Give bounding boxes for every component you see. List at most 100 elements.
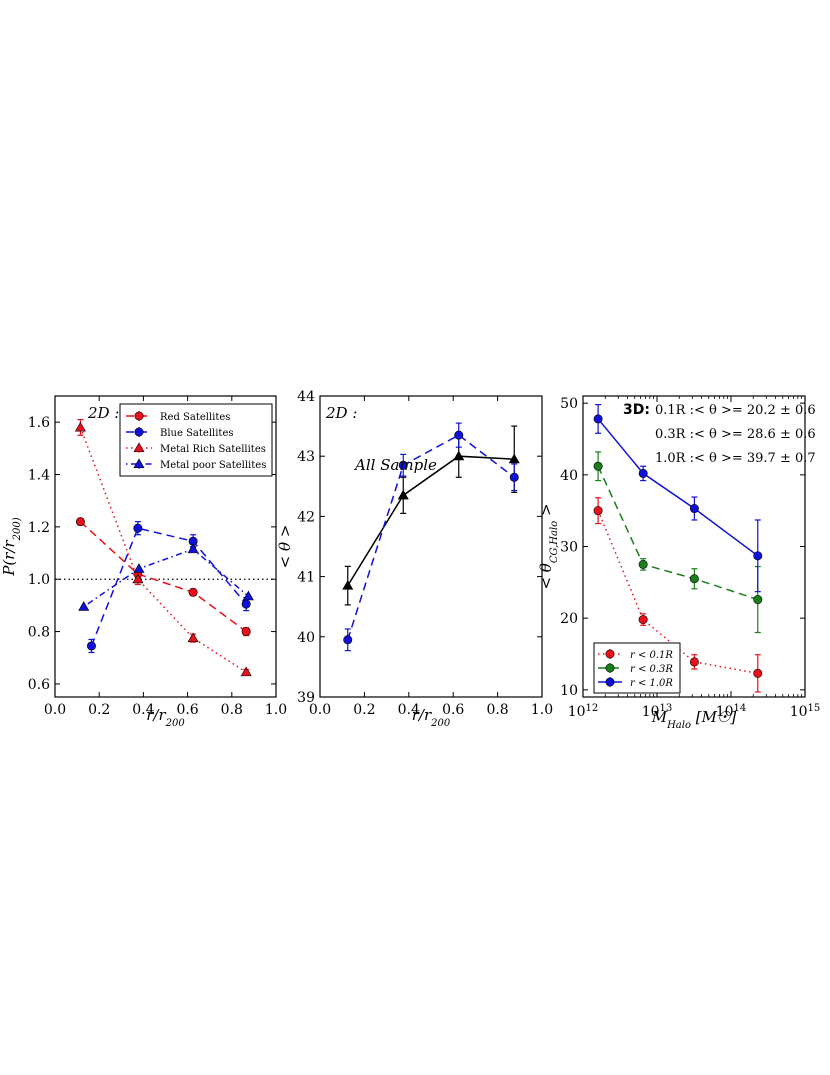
x-tick-label-1: 1013 (642, 703, 673, 721)
y-tick-label-2: 30 (560, 540, 578, 556)
legend: Red Satellites Blue Satellites Metal Rich … (119, 403, 273, 477)
data-point-2-2 (689, 504, 699, 514)
data-point-2-1 (638, 468, 648, 478)
x-tick-label-5: 1.0 (265, 702, 287, 718)
data-point-0-0 (342, 580, 354, 590)
x-tick-label-5: 1.0 (531, 702, 553, 718)
data-point-3-3 (242, 590, 254, 601)
x-axis-label: r/r200 (146, 706, 185, 729)
data-point-1-1 (133, 523, 143, 533)
panel-annotation: 3D: (623, 402, 650, 418)
y-axis-label: P(r/r200) (0, 517, 23, 576)
data-point-1-1 (398, 460, 408, 470)
panel-mean-angle-2d: 0.0 0.2 0.4 0.6 0.8 1.0 39 40 41 42 43 44 r/r200 < θ … (276, 389, 553, 729)
x-axis-label: r/r200 (412, 706, 451, 729)
y-tick-label-1: 0.8 (28, 625, 50, 641)
x-tick-label-3: 0.6 (442, 702, 464, 718)
x-tick-label-2: 0.4 (132, 702, 154, 718)
legend-marker-1 (134, 427, 144, 437)
panel-mean-angle-3d: 1012 1013 1014 1015 10 20 30 40 50 MHalo [M☉] < θC… (537, 395, 821, 731)
legend-label-0: r < 0.1R (630, 650, 673, 661)
panel-note-0: 0.1R :< θ >= 20.2 ± 0.6 (655, 403, 816, 418)
legend-marker-2 (133, 442, 145, 453)
legend-label-2: r < 1.0R (630, 678, 673, 689)
y-tick-label-2: 1.0 (28, 572, 50, 588)
legend-label-2: Metal Rich Satellites (160, 444, 266, 455)
data-point-0-3 (508, 453, 520, 464)
series-line-1 (347, 434, 515, 641)
y-tick-label-4: 43 (297, 449, 315, 465)
y-tick-label-3: 42 (297, 509, 315, 525)
legend-label-3: Metal poor Satellites (160, 460, 266, 471)
legend-label-1: Blue Satellites (160, 428, 234, 439)
data-point-2-3 (240, 666, 252, 677)
data-point-1-3 (753, 595, 763, 605)
x-tick-label-0: 0.0 (309, 702, 331, 718)
legend-marker-0 (605, 649, 615, 659)
y-tick-label-4: 1.4 (28, 468, 50, 484)
y-tick-label-1: 20 (560, 611, 578, 627)
x-tick-label-3: 0.6 (176, 702, 198, 718)
legend: r < 0.1R r < 0.3R r < 1.0R (593, 642, 681, 694)
data-point-0-3 (753, 668, 763, 678)
data-point-0-2 (453, 450, 465, 461)
x-tick-label-2: 1014 (716, 703, 747, 721)
y-axis-label: < θCG,Halo > (537, 503, 560, 589)
x-tick-label-4: 0.8 (221, 702, 243, 718)
data-point-1-0 (343, 635, 353, 645)
data-point-2-2 (187, 632, 199, 643)
x-tick-label-1: 0.2 (353, 702, 375, 718)
data-point-1-2 (454, 430, 464, 440)
data-point-2-3 (753, 551, 763, 561)
legend-marker-3 (133, 458, 145, 469)
x-tick-label-0: 0.0 (44, 702, 66, 718)
data-point-2-1 (132, 573, 144, 584)
data-point-1-3 (241, 599, 251, 609)
legend-marker-0 (134, 411, 144, 421)
y-tick-label-0: 39 (297, 690, 315, 706)
y-tick-label-4: 50 (560, 396, 578, 412)
series-line-0 (347, 455, 515, 587)
x-tick-label-3: 1015 (790, 703, 821, 721)
data-point-2-0 (74, 421, 86, 432)
data-point-3-0 (78, 601, 90, 611)
data-point-1-1 (638, 559, 648, 569)
legend-label-1: r < 0.3R (630, 664, 673, 675)
data-point-3-2 (187, 543, 199, 554)
data-point-3-1 (133, 563, 145, 573)
data-point-0-1 (397, 489, 409, 500)
panel-note-1: 0.3R :< θ >= 28.6 ± 0.6 (655, 427, 816, 442)
data-point-0-2 (188, 587, 198, 597)
data-point-0-2 (689, 657, 699, 667)
data-point-1-0 (593, 461, 603, 471)
legend-marker-1 (605, 663, 615, 673)
legend-marker-2 (605, 677, 615, 687)
x-axis-label: MHalo [M☉] (651, 708, 737, 731)
x-tick-label-1: 0.2 (88, 702, 110, 718)
data-point-0-0 (75, 517, 85, 527)
plot-frame-1 (319, 395, 543, 698)
data-point-0-0 (593, 506, 603, 516)
y-tick-label-0: 0.6 (28, 677, 50, 693)
x-tick-label-0: 1012 (568, 703, 599, 721)
series-line-1 (597, 465, 759, 601)
panel-annotation-sample: All Sample (353, 456, 437, 474)
series-line-0 (79, 521, 247, 633)
data-point-1-2 (689, 574, 699, 584)
y-tick-label-1: 40 (297, 630, 315, 646)
plot-frame-0 (54, 395, 277, 698)
y-tick-label-5: 44 (297, 389, 315, 405)
series-line-2 (79, 427, 247, 673)
panel-annotation: 2D : (87, 404, 119, 422)
panel-density-profile: 0.0 0.2 0.4 0.6 0.8 1.0 0.6 0.8 1.0 1.2 1.4 1.6 r/r2… (0, 395, 287, 729)
data-point-0-3 (241, 627, 251, 637)
y-tick-label-3: 1.2 (28, 520, 50, 536)
panel-annotation: 2D : (325, 404, 357, 422)
y-tick-label-0: 10 (560, 683, 578, 699)
data-point-1-0 (86, 641, 96, 651)
y-tick-label-5: 1.6 (28, 415, 50, 431)
series-line-3 (83, 548, 249, 608)
y-tick-label-3: 40 (560, 468, 578, 484)
legend-label-0: Red Satellites (160, 412, 230, 423)
y-axis-label: < θ > (276, 525, 294, 569)
